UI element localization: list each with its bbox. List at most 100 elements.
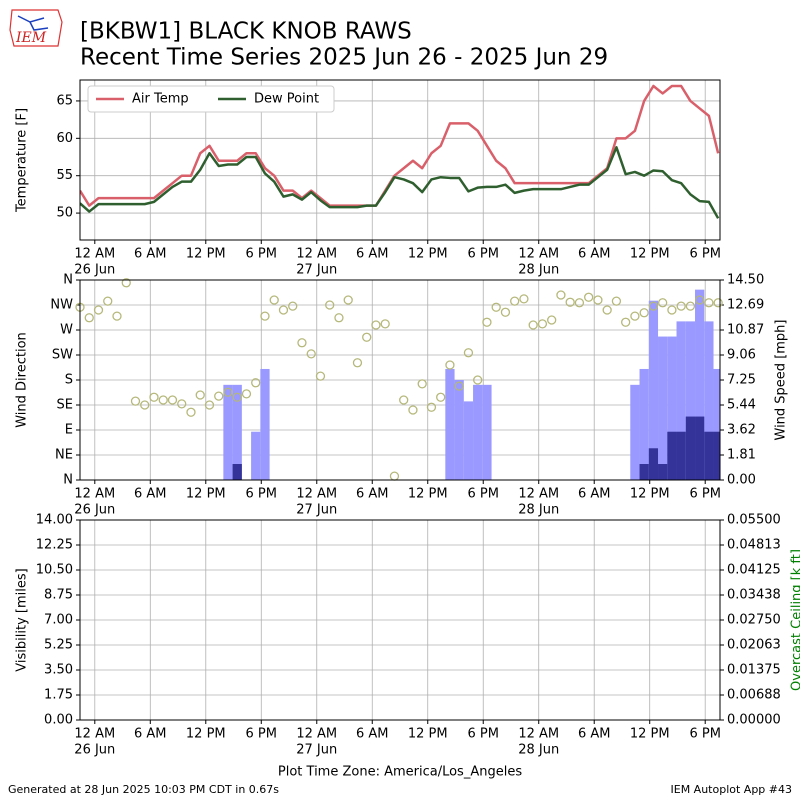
y-tick-label: SE	[57, 398, 73, 413]
scatter-point	[343, 295, 353, 305]
scatter-point	[537, 319, 548, 329]
scatter-point	[167, 395, 178, 405]
scatter-point	[519, 294, 529, 304]
x-tick-label: 6 AM	[578, 487, 611, 502]
scatter-point	[241, 389, 252, 399]
bar	[482, 384, 492, 480]
scatter-point	[704, 298, 714, 308]
x-tick-label: 6 AM	[134, 247, 167, 262]
x-tick-label: 12 PM	[630, 487, 670, 502]
y2-tick-label: 0.02063	[727, 638, 781, 653]
bar	[648, 448, 659, 480]
x-tick-label: 6 PM	[246, 247, 277, 262]
x-tick-label: 6 AM	[578, 727, 611, 742]
x-tick-label: 12 AM	[74, 727, 115, 742]
scatter-point	[676, 301, 686, 311]
scatter-point	[482, 317, 492, 327]
bar	[630, 384, 640, 480]
scatter-point	[177, 399, 187, 409]
x-tick-label: 12 AM	[518, 247, 559, 262]
scatter-point	[556, 290, 566, 300]
y-tick-label: 1.75	[44, 688, 73, 703]
scatter-point	[130, 396, 141, 406]
title: [BKBW1] BLACK KNOB RAWS	[80, 19, 412, 45]
logo-outline	[9, 9, 63, 47]
scatter-point	[158, 395, 168, 405]
y2-axis-label: Overcast Ceiling [k ft]	[790, 549, 800, 691]
y2-tick-label: 0.02750	[727, 613, 781, 628]
x-tick-label: 12 AM	[74, 487, 115, 502]
line-series	[80, 84, 720, 207]
scatter-point	[380, 319, 390, 329]
scatter-point	[371, 320, 381, 330]
scatter-point	[195, 390, 205, 400]
y2-tick-label: 0.04813	[727, 538, 781, 553]
y2-tick-label: 10.87	[727, 323, 764, 338]
y-tick-label: S	[65, 373, 73, 388]
bar	[232, 464, 242, 480]
bar	[463, 401, 474, 480]
scatter-point	[426, 402, 437, 412]
x-tick-label: 6 PM	[246, 487, 277, 502]
bar	[667, 336, 677, 480]
scatter-point	[112, 311, 122, 321]
x-tick-label: 6 PM	[689, 487, 720, 502]
x-tick-label: 12 AM	[296, 487, 337, 502]
legend-box	[87, 85, 335, 113]
scatter-point	[288, 301, 298, 311]
x-tick-label: 12 AM	[74, 247, 115, 262]
y2-tick-label: 14.50	[727, 273, 764, 288]
scatter-point	[713, 298, 723, 308]
y-tick-label: E	[65, 423, 73, 438]
x-tick-label: 6 AM	[356, 727, 389, 742]
x-date-label: 26 Jun	[74, 503, 115, 518]
bar	[676, 321, 686, 480]
y2-tick-label: 3.62	[727, 423, 756, 438]
y2-tick-label: 12.69	[727, 298, 764, 313]
x-tick-label: 12 PM	[408, 247, 448, 262]
scatter-point	[260, 311, 270, 321]
y2-tick-label: 0.00688	[727, 688, 781, 703]
plot-frame	[79, 279, 721, 481]
scatter-point	[510, 296, 520, 306]
scatter-point	[574, 298, 585, 308]
scatter-point	[84, 313, 94, 323]
scatter-point	[325, 300, 335, 310]
x-tick-label: 6 PM	[468, 727, 499, 742]
bar	[704, 431, 714, 480]
legend-label: Dew Point	[254, 92, 319, 107]
x-tick-label: 12 PM	[186, 247, 226, 262]
y-tick-label: 5.25	[44, 638, 73, 653]
y-tick-label: 10.50	[36, 563, 73, 578]
footer-left: Generated at 28 Jun 2025 10:03 PM CDT in…	[8, 783, 279, 796]
scatter-point	[630, 311, 640, 321]
plot-frame	[79, 519, 721, 721]
y2-tick-label: 7.25	[727, 373, 756, 388]
bar	[695, 289, 705, 480]
bar	[260, 368, 270, 480]
plot-area	[223, 289, 720, 480]
line-series	[80, 146, 720, 219]
bar	[454, 380, 464, 480]
y-tick-label: 0.00	[44, 713, 73, 728]
scatter-point	[454, 381, 464, 391]
scatter-point	[140, 400, 150, 410]
subtitle: Recent Time Series 2025 Jun 26 - 2025 Ju…	[80, 45, 608, 71]
footer-right: IEM Autoplot App #43	[671, 783, 793, 796]
bar	[713, 431, 720, 480]
y-axis-label: Temperature [F]	[15, 108, 30, 213]
x-tick-label: 12 PM	[630, 247, 670, 262]
logo-lines	[17, 15, 49, 31]
y-tick-label: NW	[50, 298, 73, 313]
scatter-point	[528, 320, 538, 330]
y2-tick-label: 1.81	[727, 448, 756, 463]
scatter-point	[399, 395, 409, 405]
bar	[713, 368, 720, 480]
scatter-point	[352, 358, 363, 368]
plot-area	[80, 84, 720, 219]
bar	[676, 431, 686, 480]
bar	[685, 416, 696, 480]
scatter-point	[565, 297, 575, 307]
scatter-point	[315, 371, 326, 381]
